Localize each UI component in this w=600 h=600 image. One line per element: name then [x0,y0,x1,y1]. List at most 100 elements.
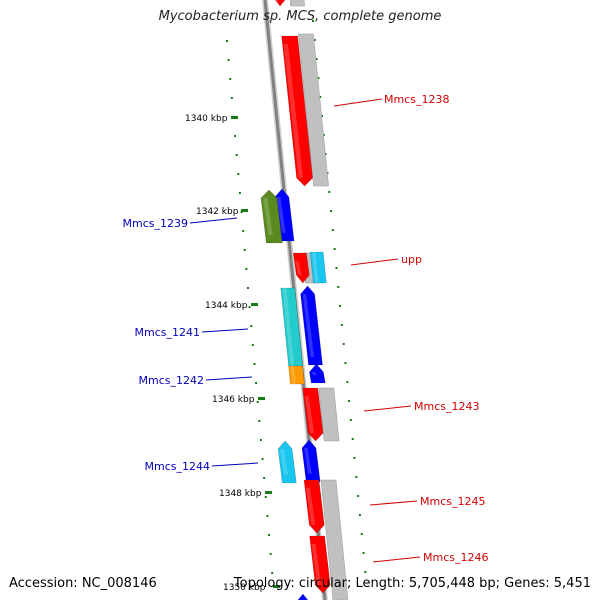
gene-partner-bar [318,387,340,442]
kbp-tick-label: 1348 kbp [219,489,262,499]
gene-label-Mmcs_1243: Mmcs_1243 [414,400,479,413]
tick-dot [364,571,367,573]
gene-partner-arrow [309,363,326,384]
tick-dot [335,267,338,269]
tick-dot [315,58,318,60]
tick-dot [250,325,253,327]
tick-dot [261,458,264,460]
tick-dot [248,306,251,308]
label-leader-line [211,462,259,467]
kbp-tick-label: 1344 kbp [205,301,248,311]
tick-dot [246,287,249,289]
tick-dot [351,438,354,440]
tick-dot [346,381,349,383]
gene-highlight [311,544,322,585]
tick-dot [237,173,240,175]
tick-dot [330,210,333,212]
tick-dot [229,78,232,80]
label-leader-line [350,258,399,266]
gene-body [274,0,286,7]
gene-partner-arrow [300,285,323,366]
gene-label-Mmcs_1242: Mmcs_1242 [139,374,204,387]
gene-highlight [280,449,288,475]
tick-dot [349,419,352,421]
label-leader-line [369,500,418,506]
tick-dot [339,305,342,307]
gene-highlight [283,44,303,178]
tick-dot [313,39,316,41]
tick-dot [269,553,272,555]
gene-label-upp: upp [401,253,422,266]
kbp-tick-mark [258,397,265,400]
tick-dot [321,115,324,117]
tick-dot [238,192,241,194]
tick-dot [242,230,245,232]
kbp-tick-label: 1346 kbp [212,395,255,405]
tick-dot [264,496,267,498]
tick-dot [234,135,237,137]
tick-dot [358,514,361,516]
gene-partner-bar [298,33,329,187]
gene-highlight [274,0,279,3]
tick-dot [251,344,254,346]
kbp-tick-mark [273,585,280,588]
gene-body [301,439,321,483]
gene-body [303,479,325,534]
tick-dot [362,552,365,554]
kbp-tick-mark [251,303,258,306]
gene-label-Mmcs_1238: Mmcs_1238 [384,93,449,106]
tick-dot [259,439,262,441]
accession-text: Accession: NC_008146 [9,576,157,591]
gene-body [281,35,313,187]
tick-dot [319,96,322,98]
tick-dot [243,249,246,251]
label-leader-line [363,405,412,412]
kbp-tick-label: 1340 kbp [185,114,228,124]
gene-partner-arrow [309,251,327,284]
gene-Mmcs_1242 [288,365,305,385]
gene-upp [292,252,310,284]
tick-dot [360,533,363,535]
gene-body [309,535,331,594]
kbp-tick-label: 1350 kbp [223,583,266,593]
label-leader-line [372,556,421,563]
gene-highlight [306,488,316,525]
gene-Mmcs_1245 [303,479,325,534]
gene-track [260,0,349,600]
gene-highlight [290,366,296,384]
gene-Mmcs_1243 [302,387,324,442]
tick-dot [227,59,230,61]
tick-dot [328,191,331,193]
gene-label-Mmcs_1246: Mmcs_1246 [423,551,488,564]
gene-label-Mmcs_1239: Mmcs_1239 [123,217,188,230]
tick-dot [245,268,248,270]
gene-label-Mmcs_1244: Mmcs_1244 [145,460,210,473]
label-leader-line [201,328,249,333]
gene-partner-arrow [301,439,321,483]
tick-dot [258,420,261,422]
kbp-tick-label: 1342 kbp [196,207,239,217]
gene-partial [297,593,309,600]
gene-highlight [311,372,317,375]
tick-dot [337,286,340,288]
gene-body [309,251,327,284]
label-leader-line [189,217,238,224]
kbp-tick-mark [231,116,238,119]
gene-body [297,593,309,600]
gene-highlight [276,197,286,233]
gene-partner-bar [289,0,305,7]
gene-partner-bar [320,479,349,600]
gene-highlight [263,198,273,235]
tick-dot [253,363,256,365]
tick-dot [357,495,360,497]
tick-dot [271,572,274,574]
tick-dot [353,457,356,459]
gene-highlight [282,288,295,366]
gene-partial [274,0,286,7]
gene-highlight [312,252,319,283]
gene-Mmcs_1239 [260,189,283,244]
tick-dot [355,476,358,478]
gene-highlight [302,294,315,357]
